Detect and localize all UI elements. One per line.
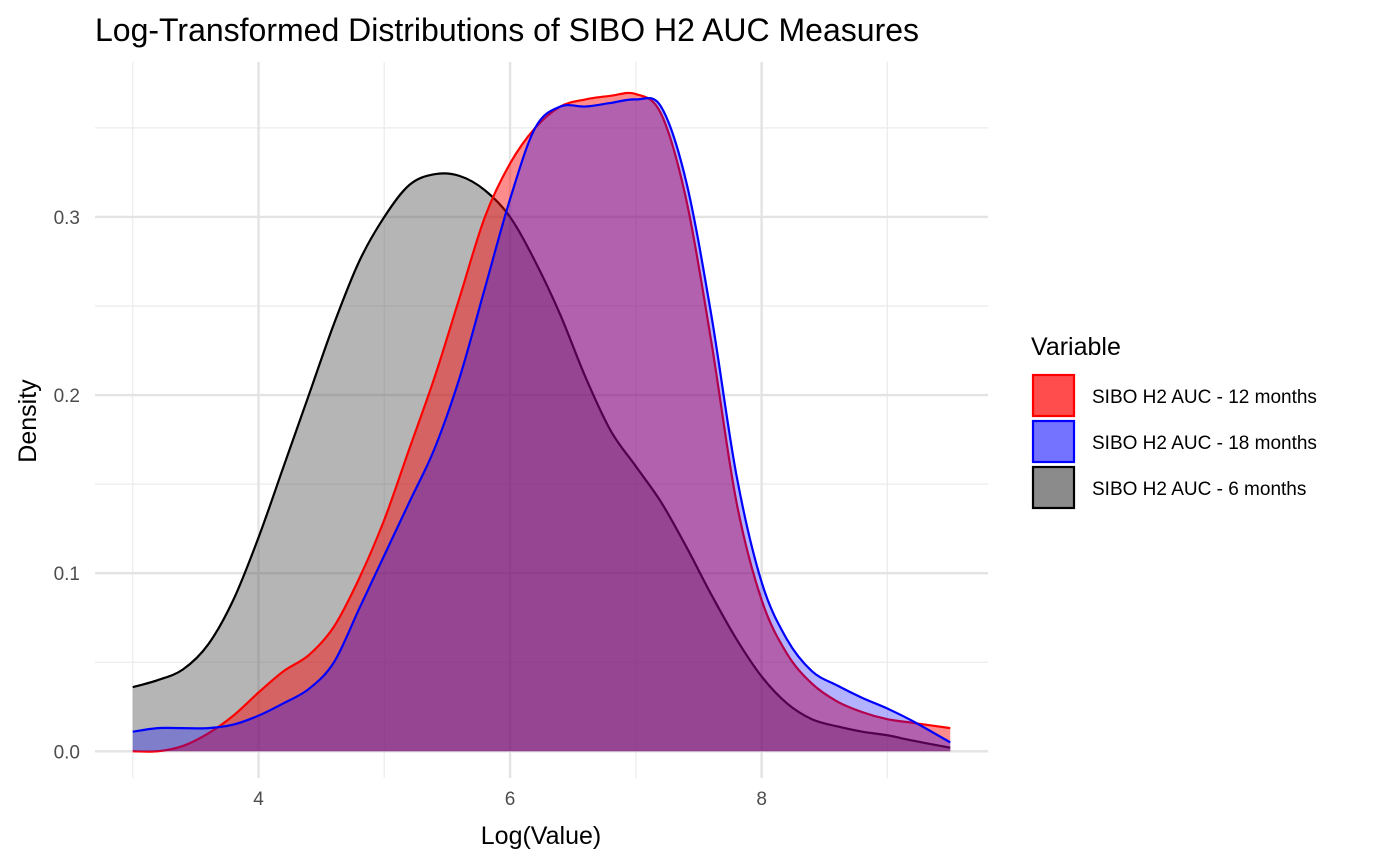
series-sibo-h2-auc-12-months xyxy=(132,91,951,753)
legend-label: SIBO H2 AUC - 12 months xyxy=(1092,387,1317,408)
series-sibo-h2-auc-18-months xyxy=(132,96,951,752)
plot-series xyxy=(132,91,951,753)
legend-label: SIBO H2 AUC - 18 months xyxy=(1092,433,1317,454)
x-tick-labels: 4 6 8 xyxy=(253,789,767,810)
y-tick-label: 0.0 xyxy=(54,742,80,763)
chart-title: Log-Transformed Distributions of SIBO H2… xyxy=(95,12,919,48)
x-tick-label: 8 xyxy=(756,789,767,810)
y-tick-labels: 0.0 0.1 0.2 0.3 xyxy=(54,208,80,763)
legend-items: SIBO H2 AUC - 12 months SIBO H2 AUC - 18 … xyxy=(1031,373,1317,510)
density-curve xyxy=(132,96,951,744)
legend-item: SIBO H2 AUC - 12 months xyxy=(1031,373,1317,418)
y-axis-title: Density xyxy=(14,379,42,463)
series-sibo-h2-auc-6-months xyxy=(132,172,951,752)
plot-grid xyxy=(95,62,988,778)
x-axis-title: Log(Value) xyxy=(481,822,601,850)
legend-item: SIBO H2 AUC - 6 months xyxy=(1031,465,1306,510)
y-tick-label: 0.2 xyxy=(54,386,80,407)
density-area xyxy=(132,92,951,752)
legend-swatch xyxy=(1031,419,1076,464)
legend-title: Variable xyxy=(1031,333,1121,361)
density-curve xyxy=(132,91,951,753)
x-tick-label: 6 xyxy=(505,789,516,810)
legend-swatch xyxy=(1031,465,1076,510)
density-area xyxy=(132,98,951,752)
density-curve xyxy=(132,172,951,749)
legend-label: SIBO H2 AUC - 6 months xyxy=(1092,479,1306,500)
legend-swatch xyxy=(1031,373,1076,418)
y-tick-label: 0.1 xyxy=(54,564,80,585)
legend-item: SIBO H2 AUC - 18 months xyxy=(1031,419,1317,464)
x-tick-label: 4 xyxy=(253,789,264,810)
y-tick-label: 0.3 xyxy=(54,208,80,229)
